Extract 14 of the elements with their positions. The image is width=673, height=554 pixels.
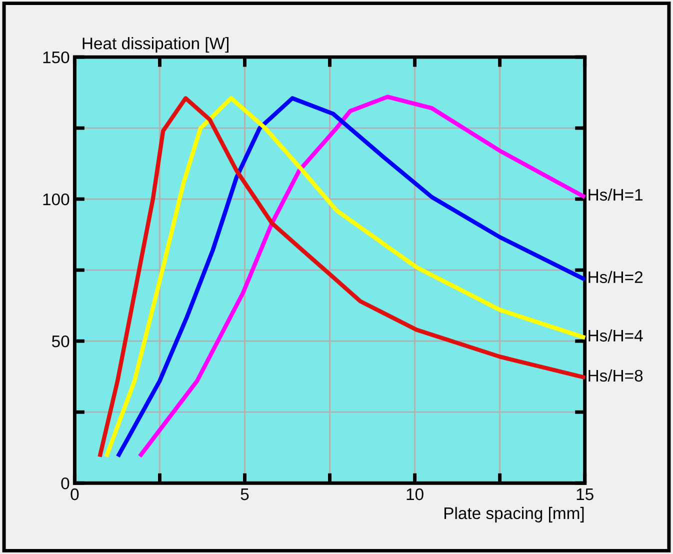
- x-tick-label: 0: [70, 488, 79, 500]
- y-tick-label: 0: [61, 477, 70, 490]
- x-axis-title: Plate spacing [mm]: [444, 506, 584, 522]
- x-tick-label: 15: [576, 488, 594, 500]
- series-label: Hs/H=1: [588, 188, 643, 201]
- y-tick-label: 150: [43, 51, 70, 64]
- y-tick-label: 50: [52, 335, 70, 348]
- series-label: Hs/H=2: [588, 270, 643, 284]
- x-tick-label: 5: [240, 488, 249, 500]
- series-label: Hs/H=8: [588, 369, 643, 382]
- series-label: Hs/H=4: [588, 329, 643, 342]
- x-tick-label: 10: [406, 488, 424, 500]
- y-tick-label: 100: [43, 193, 70, 206]
- y-axis-title: Heat dissipation [W]: [82, 37, 228, 53]
